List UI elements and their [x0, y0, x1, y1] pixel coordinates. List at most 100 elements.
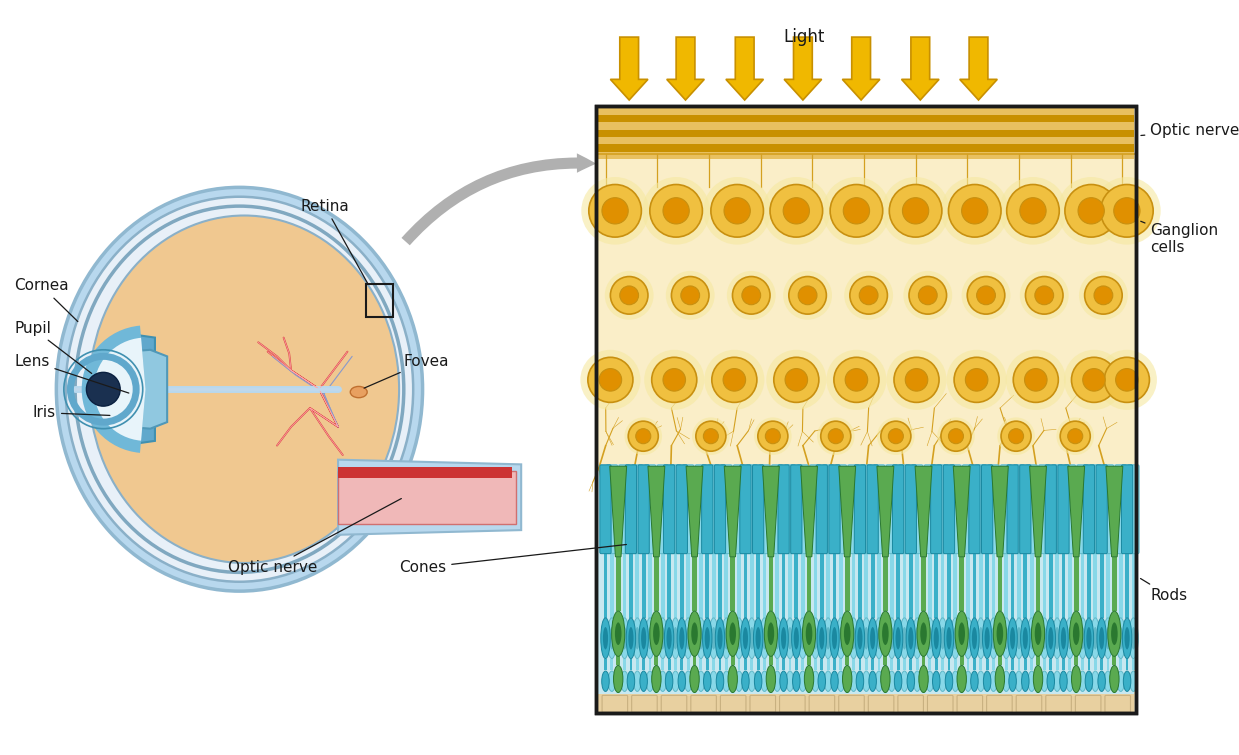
Bar — [598, 130, 1135, 137]
Bar — [788, 658, 792, 670]
Ellipse shape — [750, 627, 755, 649]
Circle shape — [704, 429, 719, 444]
Circle shape — [1026, 276, 1063, 314]
Circle shape — [712, 357, 757, 402]
FancyBboxPatch shape — [950, 465, 961, 553]
Circle shape — [769, 184, 823, 237]
Ellipse shape — [876, 627, 882, 649]
Ellipse shape — [688, 611, 701, 656]
Ellipse shape — [817, 618, 826, 658]
Bar — [686, 658, 690, 670]
Ellipse shape — [1009, 671, 1016, 692]
Circle shape — [1025, 368, 1047, 391]
Ellipse shape — [836, 618, 845, 658]
FancyBboxPatch shape — [797, 465, 808, 553]
Ellipse shape — [875, 618, 883, 658]
Wedge shape — [94, 337, 145, 441]
Ellipse shape — [926, 618, 934, 658]
Ellipse shape — [691, 622, 698, 645]
Bar — [865, 658, 867, 670]
Bar — [598, 152, 1135, 159]
Ellipse shape — [89, 215, 399, 563]
Circle shape — [663, 368, 685, 391]
Ellipse shape — [844, 622, 850, 645]
Circle shape — [727, 271, 776, 320]
Bar — [903, 658, 906, 670]
Bar — [1049, 658, 1052, 670]
Circle shape — [600, 368, 622, 391]
Circle shape — [711, 184, 763, 237]
Bar — [1056, 552, 1059, 618]
Bar — [1043, 658, 1046, 670]
Circle shape — [1100, 184, 1154, 237]
Bar — [916, 552, 919, 618]
Bar — [596, 106, 1136, 713]
Ellipse shape — [646, 618, 654, 658]
FancyBboxPatch shape — [847, 465, 859, 553]
Ellipse shape — [615, 622, 622, 645]
Bar — [891, 658, 893, 670]
Bar — [654, 556, 659, 611]
Bar — [598, 137, 1135, 144]
Circle shape — [1009, 429, 1023, 444]
Circle shape — [1006, 184, 1059, 237]
Bar — [934, 552, 938, 618]
Circle shape — [882, 177, 949, 245]
Ellipse shape — [913, 671, 921, 692]
Bar — [940, 552, 944, 618]
Bar — [845, 656, 849, 665]
Bar — [826, 658, 830, 670]
Circle shape — [1006, 350, 1066, 410]
Ellipse shape — [952, 671, 959, 692]
FancyBboxPatch shape — [1127, 465, 1139, 553]
Circle shape — [704, 350, 764, 410]
Ellipse shape — [1004, 627, 1009, 649]
Circle shape — [624, 418, 662, 455]
Ellipse shape — [947, 627, 952, 649]
Bar — [776, 552, 779, 618]
Bar — [731, 656, 735, 665]
Bar — [948, 658, 950, 670]
Ellipse shape — [976, 618, 985, 658]
FancyBboxPatch shape — [873, 465, 885, 553]
Circle shape — [1035, 286, 1053, 305]
Text: Optic nerve: Optic nerve — [1141, 124, 1239, 138]
Ellipse shape — [957, 665, 966, 692]
Ellipse shape — [679, 627, 684, 649]
Ellipse shape — [601, 618, 610, 658]
FancyBboxPatch shape — [683, 465, 694, 553]
Ellipse shape — [1104, 671, 1111, 692]
Bar — [966, 658, 969, 670]
FancyBboxPatch shape — [1016, 695, 1042, 712]
Ellipse shape — [1092, 671, 1099, 692]
Ellipse shape — [1053, 671, 1061, 692]
Ellipse shape — [1016, 627, 1021, 649]
FancyBboxPatch shape — [986, 695, 1012, 712]
Circle shape — [1079, 271, 1127, 320]
Ellipse shape — [1116, 618, 1125, 658]
Ellipse shape — [1110, 665, 1119, 692]
Ellipse shape — [917, 611, 930, 656]
Circle shape — [909, 276, 947, 314]
Bar — [660, 552, 664, 618]
Ellipse shape — [1087, 627, 1092, 649]
Ellipse shape — [870, 627, 875, 649]
Ellipse shape — [933, 671, 940, 692]
Ellipse shape — [927, 627, 933, 649]
Ellipse shape — [818, 671, 825, 692]
Ellipse shape — [678, 671, 685, 692]
Circle shape — [817, 418, 855, 455]
Circle shape — [1014, 357, 1058, 402]
FancyBboxPatch shape — [778, 465, 789, 553]
FancyBboxPatch shape — [835, 465, 846, 553]
Circle shape — [663, 198, 689, 224]
FancyBboxPatch shape — [720, 695, 746, 712]
Circle shape — [890, 184, 942, 237]
Ellipse shape — [1108, 611, 1121, 656]
Bar — [1126, 658, 1129, 670]
FancyBboxPatch shape — [1007, 465, 1018, 553]
Ellipse shape — [698, 671, 705, 692]
Bar — [966, 552, 970, 618]
Bar — [616, 556, 621, 611]
FancyBboxPatch shape — [1052, 465, 1063, 553]
